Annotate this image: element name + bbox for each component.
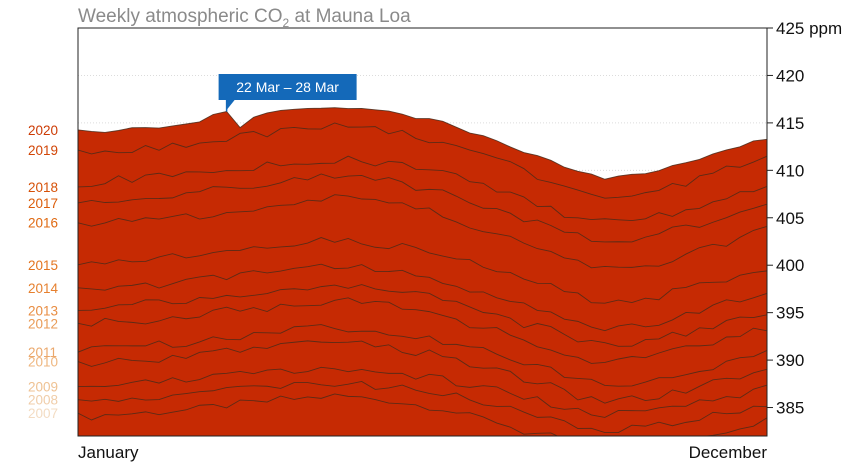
y-tick-label: 385: [776, 399, 804, 418]
year-label-2010: 2010: [28, 355, 58, 370]
year-label-2012: 2012: [28, 316, 58, 331]
line-2017: [78, 173, 767, 243]
y-tick-label: 390: [776, 351, 804, 370]
year-labels: 2007200820092010201120122013201420152016…: [28, 123, 59, 421]
y-tick-label: 400: [776, 256, 804, 275]
year-label-2013: 2013: [28, 303, 58, 318]
line-2014: [78, 263, 767, 332]
year-areas: [78, 107, 767, 436]
highlight-callout: 22 Mar – 28 Mar: [218, 74, 357, 112]
year-label-2008: 2008: [28, 393, 58, 408]
line-2012: [78, 297, 767, 364]
callout-label: 22 Mar – 28 Mar: [236, 79, 339, 95]
line-2010: [78, 340, 767, 404]
year-label-2017: 2017: [28, 196, 58, 211]
line-2011: [78, 324, 767, 387]
year-label-2019: 2019: [28, 143, 58, 158]
y-tick-label: 420: [776, 66, 804, 85]
callout-box: [218, 74, 357, 100]
line-2018: [78, 155, 767, 222]
y-tick-label: 395: [776, 304, 804, 323]
chart-title: Weekly atmospheric CO2 at Mauna Loa: [78, 6, 411, 30]
title-end: at Mauna Loa: [289, 6, 411, 27]
area-2020: [78, 107, 767, 436]
year-label-2014: 2014: [28, 281, 59, 296]
x-label-start: January: [78, 443, 139, 462]
year-lines: [78, 107, 767, 436]
line-2020: [78, 107, 767, 180]
y-tick-label: 410: [776, 161, 804, 180]
title-subscript: 2: [283, 16, 290, 30]
year-label-2007: 2007: [28, 406, 58, 421]
y-tick-label: 405: [776, 209, 804, 228]
x-label-end: December: [689, 443, 768, 462]
y-tick-label: 425 ppm: [776, 19, 842, 38]
year-label-2016: 2016: [28, 216, 58, 231]
callout-pointer: [226, 100, 235, 110]
line-2019: [78, 122, 767, 199]
year-label-2009: 2009: [28, 380, 58, 395]
year-label-2020: 2020: [28, 123, 58, 138]
line-2007: [78, 393, 767, 436]
line-2009: [78, 366, 767, 418]
year-label-2015: 2015: [28, 258, 58, 273]
line-2013: [78, 284, 767, 347]
y-tick-label: 415: [776, 114, 804, 133]
line-2016: [78, 194, 767, 269]
line-2015: [78, 237, 767, 304]
title-main: Weekly atmospheric CO: [78, 6, 283, 27]
plot-frame: [77, 27, 768, 437]
y-axis: 425 ppm 420 415 410 405 400 395 390 385: [767, 19, 842, 418]
year-label-2011: 2011: [28, 345, 57, 360]
line-2008: [78, 381, 767, 434]
year-label-2018: 2018: [28, 180, 58, 195]
